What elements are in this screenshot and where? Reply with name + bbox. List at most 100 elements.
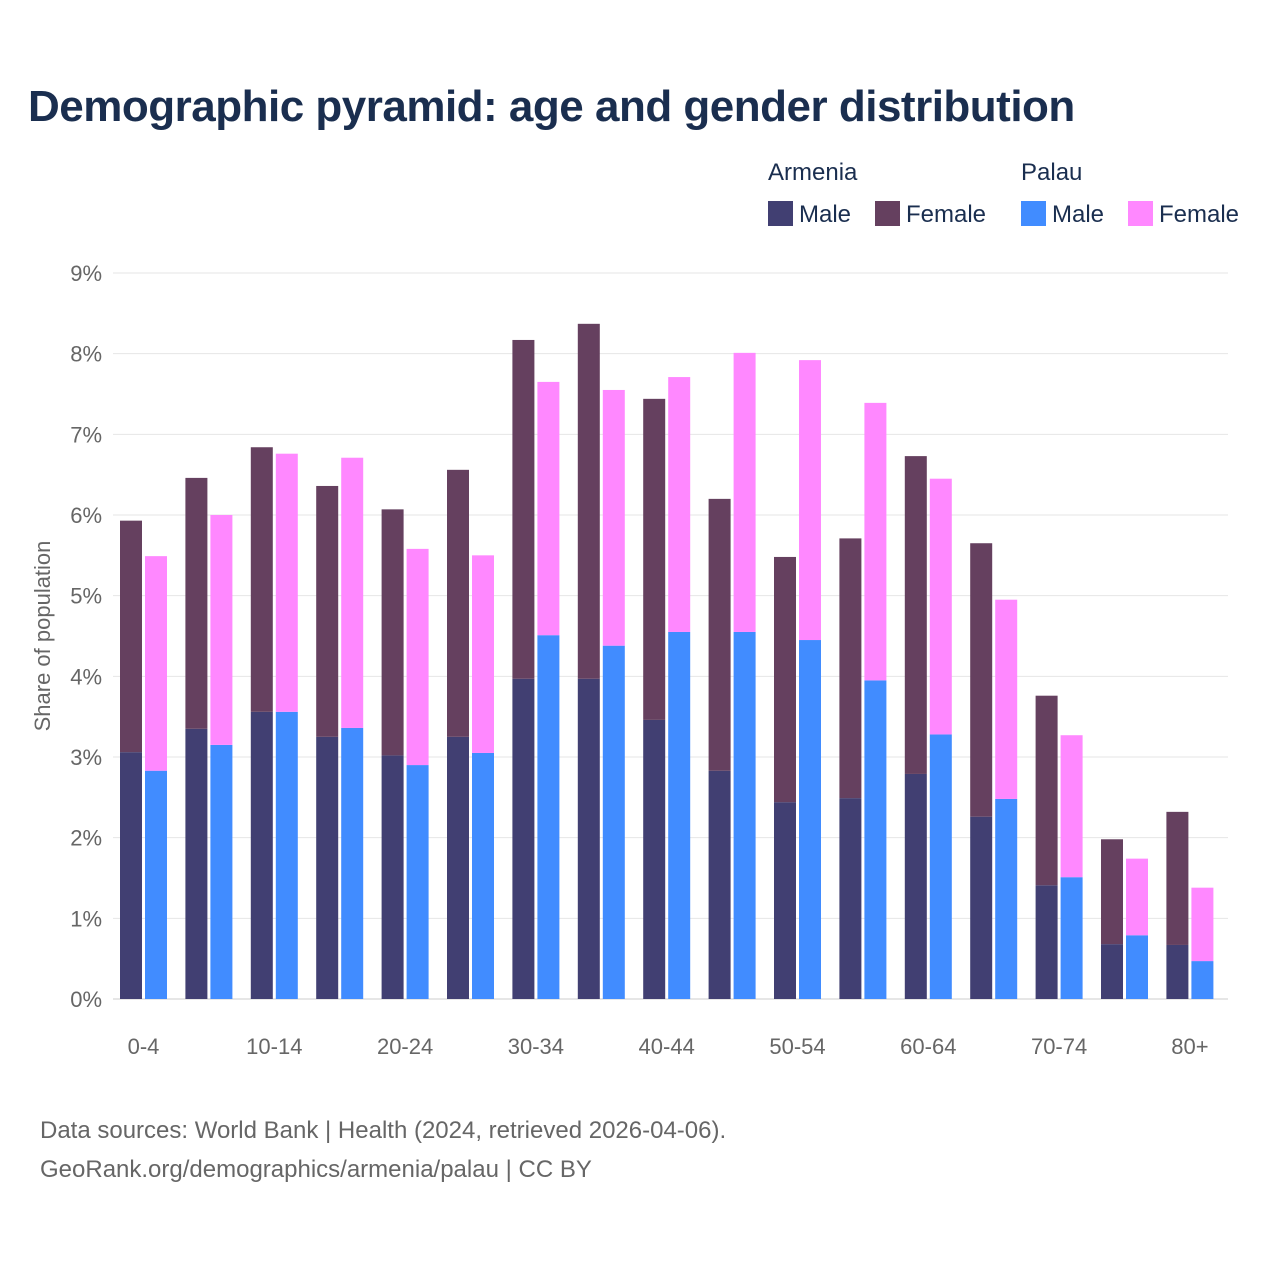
bar-palau-female-60-64: [929, 478, 952, 735]
bar-palau-female-70-74: [1060, 735, 1083, 878]
chart-title: Demographic pyramid: age and gender dist…: [28, 82, 1075, 131]
bar-palau-male-60-64: [929, 734, 952, 999]
y-tick-label: 5%: [70, 584, 102, 609]
bar-armenia-female-80+: [1166, 811, 1189, 945]
bar-armenia-male-40-44: [643, 719, 666, 999]
bar-palau-female-35-39: [602, 389, 625, 646]
bar-palau-female-80+: [1191, 887, 1214, 962]
bar-palau-female-50-54: [799, 360, 821, 641]
bar-palau-male-5-9: [210, 744, 233, 999]
bar-armenia-female-75-79: [1101, 839, 1123, 945]
bar-palau-male-65-69: [995, 798, 1018, 999]
bar-palau-male-20-24: [406, 765, 429, 999]
bar-armenia-female-15-19: [316, 485, 339, 737]
legend-group-palau: Palau: [1021, 159, 1082, 186]
bar-armenia-male-30-34: [512, 678, 535, 999]
bar-palau-male-30-34: [537, 635, 560, 999]
bar-palau-female-20-24: [406, 548, 429, 766]
bar-palau-male-80+: [1191, 961, 1214, 999]
y-tick-label: 4%: [70, 664, 102, 689]
bar-armenia-female-70-74: [1035, 695, 1058, 886]
x-tick-label: 50-54: [769, 1034, 825, 1059]
bar-palau-male-0-4: [145, 770, 167, 999]
legend-swatch: [1021, 201, 1046, 226]
y-tick-label: 8%: [70, 342, 102, 367]
bar-palau-male-10-14: [275, 711, 298, 999]
y-tick-label: 2%: [70, 826, 102, 851]
x-tick-label: 40-44: [639, 1034, 695, 1059]
bar-armenia-female-5-9: [185, 477, 208, 729]
bar-palau-female-40-44: [668, 377, 691, 632]
bar-armenia-female-60-64: [904, 456, 927, 774]
bar-armenia-male-65-69: [970, 816, 993, 999]
bar-armenia-female-10-14: [250, 447, 273, 712]
x-tick-label: 20-24: [377, 1034, 433, 1059]
bar-armenia-female-30-34: [512, 339, 535, 679]
bar-armenia-male-15-19: [316, 736, 339, 999]
bar-armenia-female-45-49: [708, 498, 731, 771]
legend-label: Male: [1052, 201, 1104, 228]
bar-palau-female-75-79: [1126, 858, 1148, 936]
bar-palau-female-5-9: [210, 515, 233, 745]
bar-palau-male-40-44: [668, 631, 691, 999]
y-tick-label: 1%: [70, 906, 102, 931]
legend-label: Female: [906, 201, 986, 228]
bar-palau-male-75-79: [1126, 935, 1148, 999]
bar-palau-female-0-4: [145, 556, 167, 771]
bar-palau-male-45-49: [733, 631, 756, 999]
bar-armenia-female-0-4: [120, 520, 142, 753]
bar-armenia-male-35-39: [577, 678, 600, 999]
bar-armenia-male-70-74: [1035, 885, 1058, 999]
bar-armenia-male-60-64: [904, 773, 927, 999]
bar-armenia-male-20-24: [381, 755, 404, 999]
bar-palau-female-25-29: [472, 555, 494, 753]
x-tick-label: 30-34: [508, 1034, 564, 1059]
bar-palau-male-55-59: [864, 680, 887, 999]
x-tick-label: 0-4: [128, 1034, 160, 1059]
bar-armenia-male-55-59: [839, 798, 862, 999]
legend-swatch: [1128, 201, 1153, 226]
bar-armenia-female-35-39: [577, 323, 600, 679]
bar-armenia-male-0-4: [120, 752, 142, 999]
x-tick-label: 60-64: [900, 1034, 956, 1059]
x-tick-label: 10-14: [246, 1034, 302, 1059]
x-tick-label: 70-74: [1031, 1034, 1087, 1059]
license-text: GeoRank.org/demographics/armenia/palau |…: [40, 1156, 592, 1183]
bar-palau-female-30-34: [537, 381, 560, 636]
bar-armenia-male-45-49: [708, 770, 731, 999]
legend-swatch: [768, 201, 793, 226]
bar-palau-female-15-19: [341, 457, 364, 728]
bar-palau-female-45-49: [733, 352, 756, 632]
bar-armenia-male-10-14: [250, 711, 273, 999]
bar-palau-male-70-74: [1060, 877, 1083, 999]
bar-armenia-female-50-54: [774, 556, 796, 803]
legend-swatch: [875, 201, 900, 226]
bar-palau-male-50-54: [799, 640, 821, 999]
y-tick-label: 9%: [70, 261, 102, 286]
legend-label: Male: [799, 201, 851, 228]
bar-palau-female-55-59: [864, 402, 887, 681]
bar-armenia-male-5-9: [185, 728, 208, 999]
y-tick-label: 6%: [70, 503, 102, 528]
bar-armenia-male-75-79: [1101, 944, 1123, 999]
bar-armenia-female-25-29: [447, 469, 469, 737]
legend-group-armenia: Armenia: [768, 159, 858, 186]
bar-armenia-female-40-44: [643, 398, 666, 720]
bar-palau-female-65-69: [995, 599, 1018, 799]
bar-palau-male-15-19: [341, 727, 364, 999]
bar-armenia-female-55-59: [839, 538, 862, 799]
y-tick-label: 0%: [70, 987, 102, 1012]
bar-palau-male-25-29: [472, 752, 494, 999]
legend-label: Female: [1159, 201, 1239, 228]
bar-armenia-female-65-69: [970, 543, 993, 817]
bar-armenia-male-25-29: [447, 736, 469, 999]
bar-palau-male-35-39: [602, 645, 625, 999]
source-text: Data sources: World Bank | Health (2024,…: [40, 1117, 727, 1144]
bar-palau-female-10-14: [275, 453, 298, 712]
x-tick-label: 80+: [1171, 1034, 1208, 1059]
y-tick-label: 3%: [70, 745, 102, 770]
y-tick-label: 7%: [70, 422, 102, 447]
bar-armenia-male-50-54: [774, 802, 796, 999]
bar-armenia-female-20-24: [381, 509, 404, 756]
